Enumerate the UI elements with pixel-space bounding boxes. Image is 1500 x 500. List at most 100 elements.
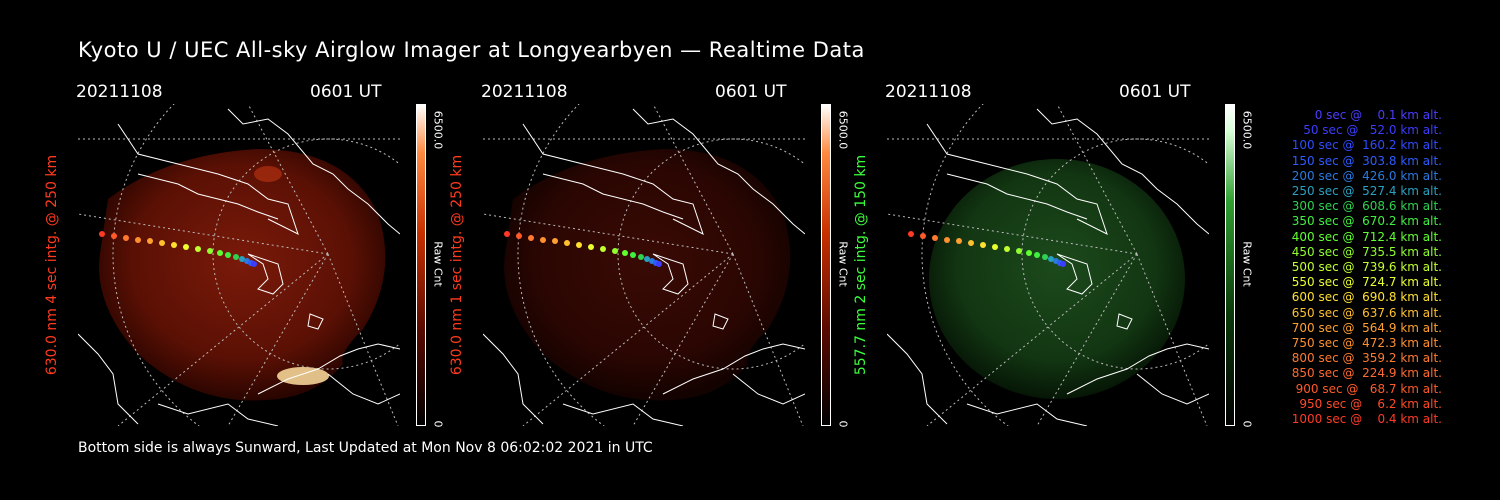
trajectory-point bbox=[932, 235, 938, 241]
panel-date: 20211108 bbox=[481, 82, 568, 102]
coastline-russia bbox=[1136, 373, 1209, 405]
coastline-island bbox=[307, 313, 324, 330]
colorbar-max-text: 6500.0 bbox=[431, 110, 445, 150]
coastline-russia bbox=[732, 373, 805, 405]
wavelength-label-text: 630.0 nm 1 sec intg. @ 250 km bbox=[449, 154, 465, 376]
legend-row: 950 sec @ 6.2 km alt. bbox=[1299, 396, 1442, 411]
panel-630nm-4sec: 20211108 0601 UT 630.0 nm 4 sec intg. @ … bbox=[44, 82, 478, 432]
trajectory-point bbox=[612, 248, 618, 254]
coastlines bbox=[887, 108, 1209, 426]
coastline-svalbard bbox=[247, 253, 284, 295]
colorbar-max-text: 6500.0 bbox=[836, 110, 850, 150]
trajectory-point bbox=[195, 246, 201, 252]
airglow-field bbox=[504, 149, 791, 401]
colorbar-unit-text: Raw Cnt bbox=[431, 241, 445, 287]
legend-row: 900 sec @ 68.7 km alt. bbox=[1295, 381, 1442, 396]
footer-note: Bottom side is always Sunward, Last Upda… bbox=[78, 440, 653, 456]
panel-630nm-1sec: 20211108 0601 UT 630.0 nm 1 sec intg. @ … bbox=[449, 82, 883, 432]
meridian-line bbox=[1136, 253, 1208, 426]
trajectory-point bbox=[944, 237, 950, 243]
coastline-scandinavia bbox=[483, 333, 544, 425]
colorbar-min-text: 0 bbox=[1240, 420, 1254, 428]
legend-row: 500 sec @ 739.6 km alt. bbox=[1291, 260, 1442, 275]
allsky-image bbox=[78, 104, 400, 426]
trajectory-point bbox=[1042, 254, 1048, 260]
trajectory-point bbox=[147, 238, 153, 244]
trajectory-point bbox=[564, 240, 570, 246]
coastline-greenland bbox=[137, 173, 279, 220]
colorbar-unit-text: Raw Cnt bbox=[1240, 241, 1254, 287]
colorbar-min-text: 0 bbox=[431, 420, 445, 428]
legend-row: 450 sec @ 735.5 km alt. bbox=[1291, 244, 1442, 259]
trajectory-point bbox=[588, 244, 594, 250]
trajectory-point bbox=[644, 256, 650, 262]
allsky-map-svg bbox=[887, 104, 1209, 426]
trajectory-point bbox=[1004, 246, 1010, 252]
coastline-scandinavia bbox=[562, 403, 684, 426]
trajectory-point bbox=[1026, 250, 1032, 256]
legend-row: 1000 sec @ 0.4 km alt. bbox=[1291, 412, 1442, 427]
colorbar-unit-text: Raw Cnt bbox=[836, 241, 850, 287]
meridian-line bbox=[247, 104, 329, 255]
panel-time: 0601 UT bbox=[715, 82, 787, 102]
coastlines bbox=[483, 108, 805, 426]
trajectory-point bbox=[1016, 248, 1022, 254]
colorbar-min-text: 0 bbox=[836, 420, 850, 428]
coastline-arctic bbox=[227, 108, 400, 235]
legend-row: 100 sec @ 160.2 km alt. bbox=[1291, 138, 1442, 153]
coastline-svalbard bbox=[1056, 253, 1093, 295]
trajectory-point bbox=[239, 256, 245, 262]
trajectory-point bbox=[516, 233, 522, 239]
legend-row: 700 sec @ 564.9 km alt. bbox=[1291, 320, 1442, 335]
legend-row: 400 sec @ 712.4 km alt. bbox=[1291, 229, 1442, 244]
trajectory-point bbox=[576, 242, 582, 248]
coastline-russia bbox=[1066, 343, 1209, 395]
colorbar bbox=[416, 104, 426, 426]
meridian-line bbox=[732, 253, 804, 426]
coastline-island bbox=[1116, 313, 1133, 330]
trajectory-point bbox=[123, 235, 129, 241]
legend-row: 600 sec @ 690.8 km alt. bbox=[1291, 290, 1442, 305]
meridian-line bbox=[1036, 253, 1138, 426]
aurora-bright-spot bbox=[277, 367, 329, 385]
trajectory-point bbox=[1060, 261, 1066, 267]
legend-row: 650 sec @ 637.6 km alt. bbox=[1291, 305, 1442, 320]
coastline-greenland bbox=[946, 173, 1088, 220]
allsky-map-svg bbox=[483, 104, 805, 426]
trajectory-legend: 0 sec @ 0.1 km alt. 50 sec @ 52.0 km alt.… bbox=[1262, 108, 1442, 427]
legend-row: 200 sec @ 426.0 km alt. bbox=[1291, 168, 1442, 183]
legend-row: 300 sec @ 608.6 km alt. bbox=[1291, 199, 1442, 214]
colorbar bbox=[821, 104, 831, 426]
meridian-line bbox=[78, 213, 329, 255]
coastline-greenland bbox=[542, 173, 684, 220]
trajectory-point bbox=[528, 235, 534, 241]
trajectory-point bbox=[217, 250, 223, 256]
rocket-trajectory bbox=[99, 231, 257, 267]
coastline-russia bbox=[662, 343, 805, 395]
allsky-image bbox=[887, 104, 1209, 426]
meridian-line bbox=[652, 104, 734, 255]
trajectory-point bbox=[540, 237, 546, 243]
trajectory-point bbox=[956, 238, 962, 244]
legend-row: 850 sec @ 224.9 km alt. bbox=[1291, 366, 1442, 381]
trajectory-point bbox=[1034, 252, 1040, 258]
coastline-scandinavia bbox=[157, 403, 279, 426]
trajectory-point bbox=[207, 248, 213, 254]
coastlines bbox=[78, 108, 400, 426]
meridian-line bbox=[227, 253, 329, 426]
trajectory-point bbox=[504, 231, 510, 237]
latitude-circle bbox=[517, 104, 605, 426]
coastline-greenland bbox=[117, 123, 299, 235]
trajectory-point bbox=[630, 252, 636, 258]
lat-lon-grid bbox=[887, 104, 1209, 426]
trajectory-point bbox=[251, 261, 257, 267]
trajectory-point bbox=[183, 244, 189, 250]
coastline-arctic bbox=[1036, 108, 1209, 235]
lat-lon-grid bbox=[483, 104, 805, 426]
panel-date: 20211108 bbox=[76, 82, 163, 102]
coastline-arctic bbox=[632, 108, 805, 235]
trajectory-point bbox=[600, 246, 606, 252]
page-title: Kyoto U / UEC All-sky Airglow Imager at … bbox=[78, 38, 865, 62]
coastline-scandinavia bbox=[887, 333, 948, 425]
trajectory-point bbox=[225, 252, 231, 258]
